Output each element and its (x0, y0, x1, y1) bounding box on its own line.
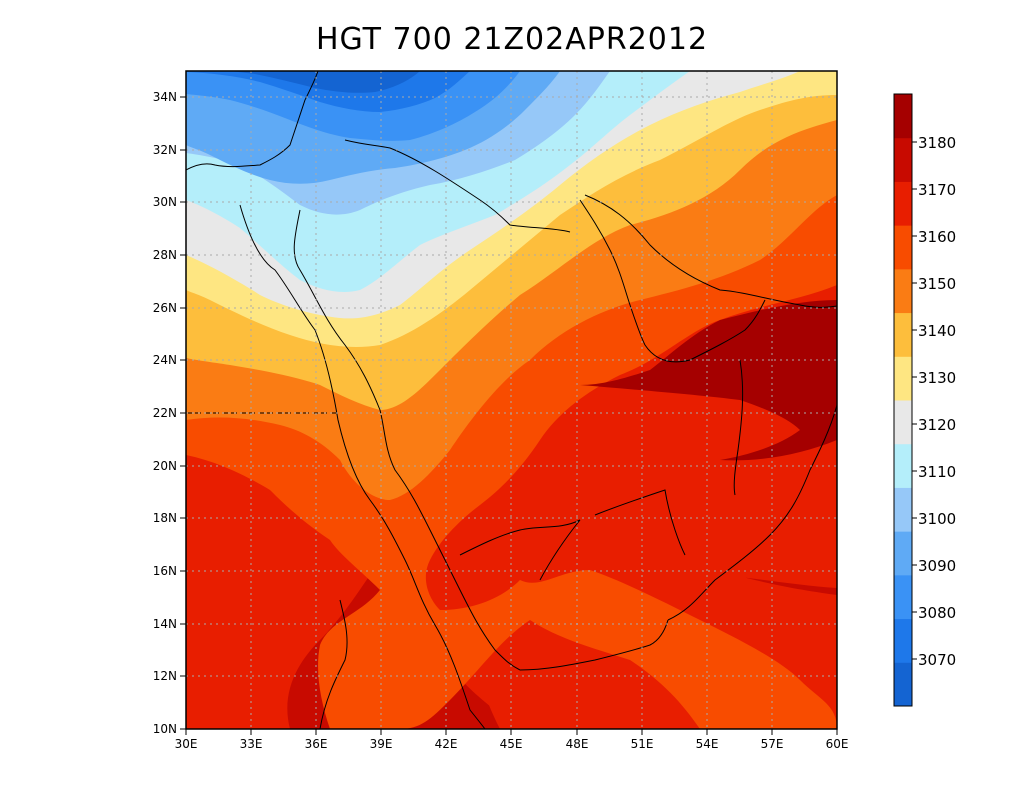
colorbar-label: 3070 (918, 651, 956, 669)
colorbar-ticks (912, 141, 917, 660)
coastline-persian-gulf (579, 199, 766, 363)
border-africa (319, 599, 348, 729)
y-tick-label: 32N (153, 143, 177, 157)
x-tick-label: 39E (370, 737, 393, 751)
colorbar: 3070 3080 3090 3100 3110 3120 3130 3140 … (893, 93, 956, 707)
y-tick-label: 24N (153, 353, 177, 367)
colorbar-swatch (894, 443, 912, 488)
colorbar-label: 3170 (918, 181, 956, 199)
x-tick-label: 45E (500, 737, 523, 751)
map-plot (186, 71, 837, 729)
colorbar-swatch (894, 356, 912, 401)
colorbar-swatch (894, 181, 912, 226)
grid-lines (186, 71, 837, 729)
colorbar-label: 3180 (918, 134, 956, 152)
coastline-arabia-south (667, 404, 837, 621)
x-tick-label: 42E (435, 737, 458, 751)
x-tick-labels: 30E 33E 36E 39E 42E 45E 48E 51E 54E 57E … (175, 737, 849, 751)
coastline-iran (584, 194, 837, 308)
colorbar-label: 3090 (918, 557, 956, 575)
border-saudi-oman (594, 489, 686, 556)
coastlines-and-borders (186, 71, 837, 729)
x-tick-label: 33E (240, 737, 263, 751)
colorbar-swatch (894, 312, 912, 357)
x-tick-label: 57E (761, 737, 784, 751)
colorbar-swatch (894, 225, 912, 270)
coastline-red-sea-west (239, 204, 486, 729)
y-tick-label: 16N (153, 564, 177, 578)
coastline-red-sea-east (293, 209, 521, 671)
y-tick-label: 22N (153, 406, 177, 420)
y-tick-label: 26N (153, 301, 177, 315)
colorbar-frame (893, 93, 913, 707)
colorbar-label: 3110 (918, 463, 956, 481)
colorbar-swatch (894, 487, 912, 532)
x-tick-label: 54E (696, 737, 719, 751)
fill-3190 (580, 300, 837, 461)
x-tick-label: 48E (566, 737, 589, 751)
colorbar-label: 3140 (918, 322, 956, 340)
y-axis (180, 96, 186, 730)
x-axis (185, 729, 838, 735)
y-tick-label: 14N (153, 617, 177, 631)
colorbar-label: 3160 (918, 228, 956, 246)
colorbar-swatch (894, 268, 912, 314)
colorbar-swatches (894, 94, 912, 707)
fill-3060 (230, 71, 420, 93)
y-tick-label: 28N (153, 248, 177, 262)
colorbar-label: 3100 (918, 510, 956, 528)
y-tick-label: 20N (153, 459, 177, 473)
x-tick-label: 51E (631, 737, 654, 751)
coastline-gulf-of-aden (519, 619, 669, 671)
colorbar-swatch (894, 618, 912, 663)
y-tick-labels: 10N 12N 14N 16N 18N 20N 22N 24N 26N 28N … (153, 90, 177, 736)
map-title: HGT 700 21Z02APR2012 (315, 22, 709, 57)
y-tick-label: 34N (153, 90, 177, 104)
colorbar-label: 3120 (918, 416, 956, 434)
colorbar-swatch (894, 137, 912, 182)
colorbar-label: 3080 (918, 604, 956, 622)
colorbar-label: 3150 (918, 275, 956, 293)
colorbar-labels: 3070 3080 3090 3100 3110 3120 3130 3140 … (918, 134, 956, 669)
y-tick-label: 18N (153, 511, 177, 525)
y-tick-label: 12N (153, 669, 177, 683)
y-tick-label: 30N (153, 195, 177, 209)
colorbar-label: 3130 (918, 369, 956, 387)
border-arabia-north (344, 139, 571, 233)
colorbar-swatch (894, 94, 912, 139)
x-tick-label: 60E (826, 737, 849, 751)
x-tick-label: 30E (175, 737, 198, 751)
colorbar-swatch (894, 662, 912, 707)
colorbar-swatch (894, 574, 912, 620)
colorbar-swatch (894, 531, 912, 576)
border-saudi-yemen (459, 519, 581, 581)
border-oman-uae (733, 359, 744, 496)
y-tick-label: 10N (153, 722, 177, 736)
colorbar-swatch (894, 400, 912, 445)
x-tick-label: 36E (305, 737, 328, 751)
